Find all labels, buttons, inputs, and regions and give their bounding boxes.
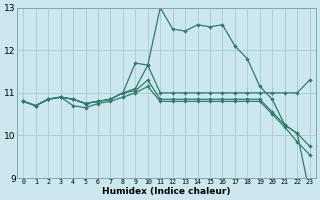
X-axis label: Humidex (Indice chaleur): Humidex (Indice chaleur) [102, 187, 231, 196]
